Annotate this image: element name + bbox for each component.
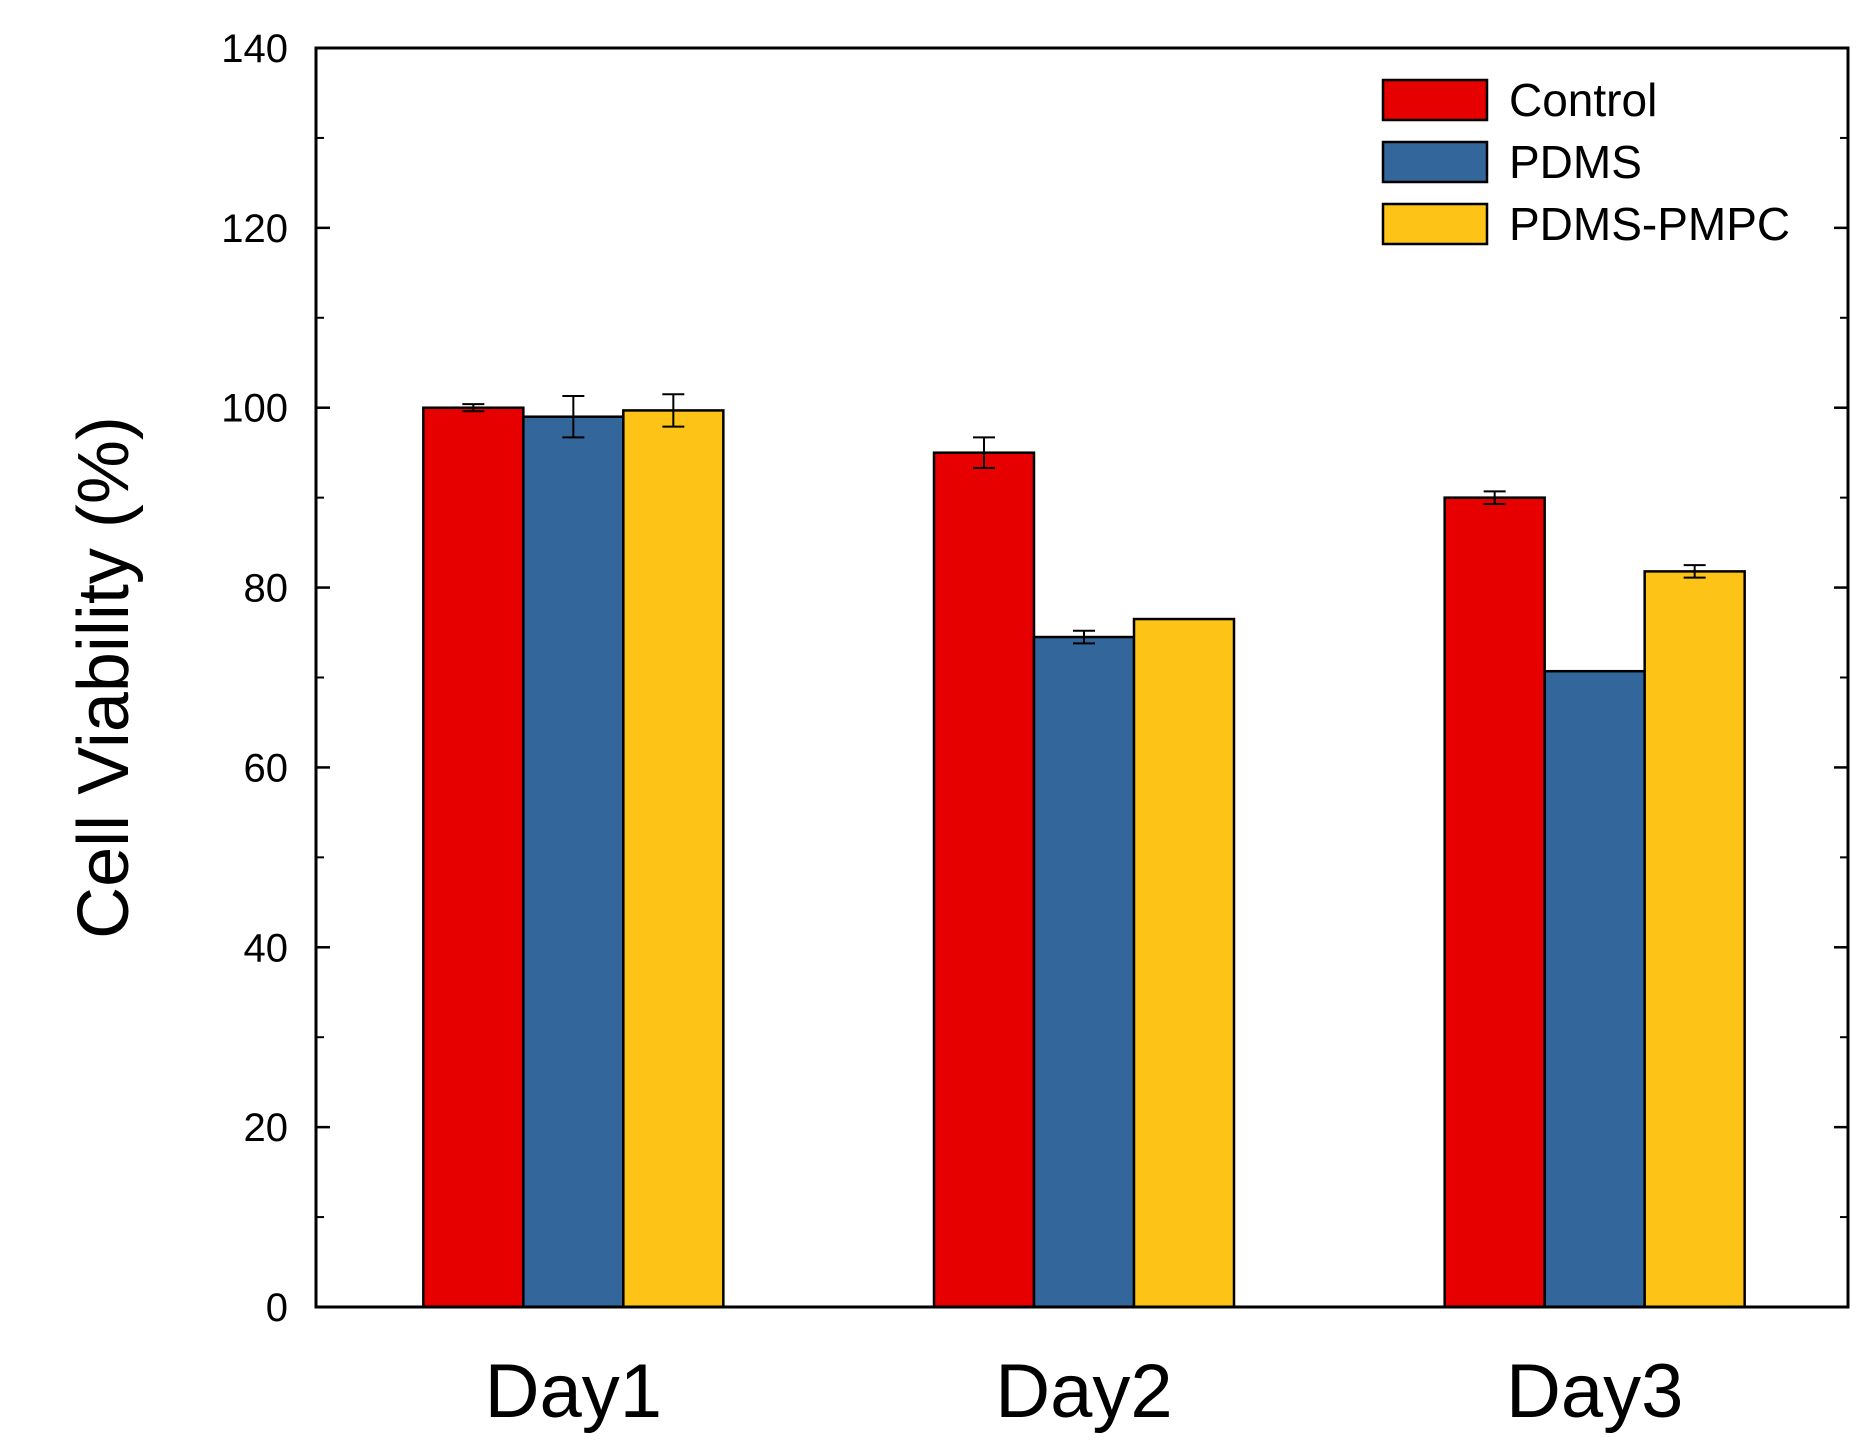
legend-swatch-control	[1381, 78, 1489, 122]
y-tick-label: 0	[266, 1286, 288, 1330]
x-tick-label: Day1	[485, 1349, 662, 1434]
bar-pdms-pmpc-day3	[1643, 570, 1746, 1309]
legend-label: PDMS-PMPC	[1509, 198, 1790, 250]
y-axis: 0 20 40 60 80 100 120 140	[221, 27, 1848, 1330]
y-tick-label: 120	[221, 207, 288, 251]
legend-swatch-pdms	[1381, 140, 1489, 184]
y-tick-label: 80	[244, 567, 289, 611]
legend-swatch-pdms-pmpc	[1381, 202, 1489, 246]
y-axis-label: Cell Viability (%)	[64, 416, 144, 939]
bar-pdms-day3	[1543, 669, 1646, 1309]
y-tick-label: 40	[244, 926, 289, 970]
bar-pdms-pmpc-day1	[622, 409, 725, 1309]
bars-group	[422, 406, 1746, 1309]
y-tick-label: 140	[221, 27, 288, 71]
error-bars-group	[462, 393, 1706, 645]
legend: Control PDMS PDMS-PMPC	[1381, 74, 1790, 250]
bar-control-day2	[932, 451, 1036, 1309]
legend-label: PDMS	[1509, 136, 1642, 188]
bar-pdms-pmpc-day2	[1132, 617, 1236, 1309]
x-axis: Day1 Day2 Day3	[485, 1349, 1684, 1434]
y-tick-label: 20	[244, 1106, 289, 1150]
bar-control-day3	[1443, 496, 1546, 1309]
legend-label: Control	[1509, 74, 1657, 126]
x-tick-label: Day3	[1506, 1349, 1683, 1434]
y-tick-label: 60	[244, 746, 289, 790]
y-tick-label: 100	[221, 387, 288, 431]
x-tick-label: Day2	[995, 1349, 1172, 1434]
bar-control-day1	[422, 406, 525, 1309]
bar-pdms-day1	[522, 415, 625, 1309]
bar-pdms-day2	[1032, 635, 1136, 1309]
